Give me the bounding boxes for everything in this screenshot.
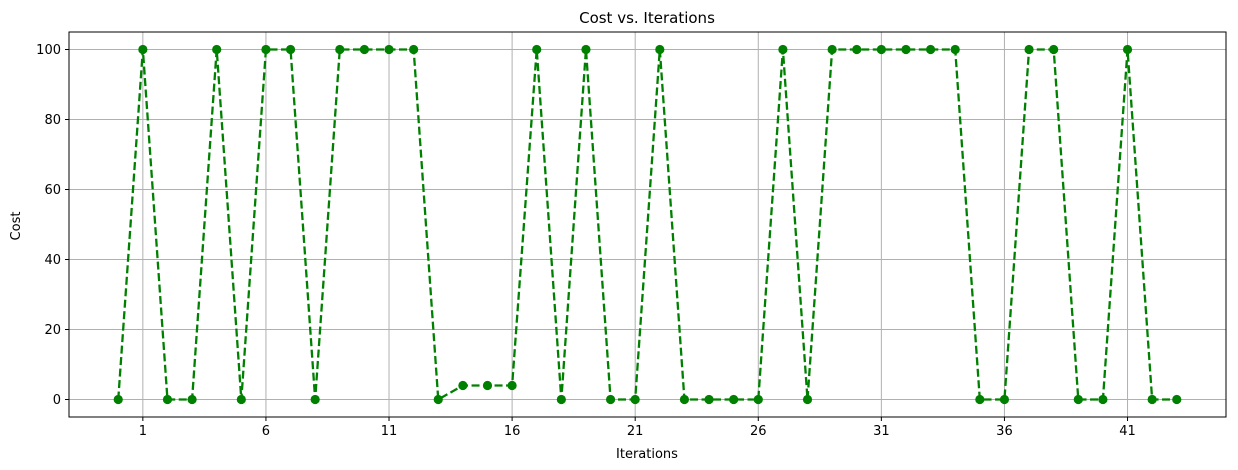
data-point (852, 44, 862, 55)
data-point (655, 44, 665, 55)
x-tick-label: 1 (139, 424, 147, 439)
data-point (433, 394, 443, 405)
data-point (236, 394, 246, 405)
data-point (1024, 44, 1034, 55)
data-point (1147, 394, 1157, 405)
data-point (950, 44, 960, 55)
x-tick-label: 36 (996, 424, 1013, 439)
data-point (187, 394, 197, 405)
data-point (261, 44, 271, 55)
data-point (507, 380, 517, 391)
data-point (212, 44, 222, 55)
x-tick-label: 31 (873, 424, 890, 439)
y-tick-label: 60 (44, 183, 61, 198)
y-axis-label: Cost (9, 212, 24, 241)
y-tick-label: 0 (53, 393, 61, 408)
data-point (285, 44, 296, 55)
data-point (1049, 44, 1059, 55)
data-point (310, 394, 320, 405)
data-point (975, 394, 985, 405)
data-point (458, 380, 468, 391)
chart-title: Cost vs. Iterations (579, 9, 715, 27)
data-point (999, 394, 1010, 405)
data-point (729, 394, 739, 405)
data-point (384, 44, 394, 55)
y-tick-label: 80 (44, 113, 61, 128)
y-tick-label: 40 (44, 253, 61, 268)
x-axis-label: Iterations (616, 447, 678, 462)
data-point (901, 44, 911, 55)
y-tick-label: 100 (36, 43, 61, 58)
data-point (1073, 394, 1083, 405)
data-point (704, 394, 714, 405)
data-point (1172, 394, 1182, 405)
data-point (753, 394, 763, 405)
data-point (409, 44, 419, 55)
data-point (778, 44, 788, 55)
data-point (162, 394, 173, 405)
data-point (1122, 44, 1133, 55)
grid-lines (69, 32, 1226, 417)
data-point (113, 394, 123, 405)
data-point (802, 394, 813, 405)
data-point (605, 394, 616, 405)
series-layer (113, 44, 1182, 405)
data-point (532, 44, 542, 55)
data-point (1098, 394, 1108, 405)
x-tick-label: 16 (504, 424, 521, 439)
x-tick-label: 6 (262, 424, 270, 439)
data-point (581, 44, 591, 55)
data-point (138, 44, 148, 55)
data-point (876, 44, 886, 55)
data-point (482, 380, 493, 391)
x-tick-label: 11 (381, 424, 398, 439)
data-point (827, 44, 837, 55)
y-tick-label: 20 (44, 323, 61, 338)
data-point (359, 44, 370, 55)
x-tick-label: 41 (1119, 424, 1136, 439)
data-point (556, 394, 566, 405)
plot-area-frame (68, 31, 1227, 418)
data-point (630, 394, 640, 405)
x-tick-label: 26 (750, 424, 767, 439)
data-point (335, 44, 345, 55)
data-point (679, 394, 690, 405)
series-line (117, 48, 1177, 402)
data-point (925, 44, 936, 55)
x-tick-label: 21 (627, 424, 644, 439)
